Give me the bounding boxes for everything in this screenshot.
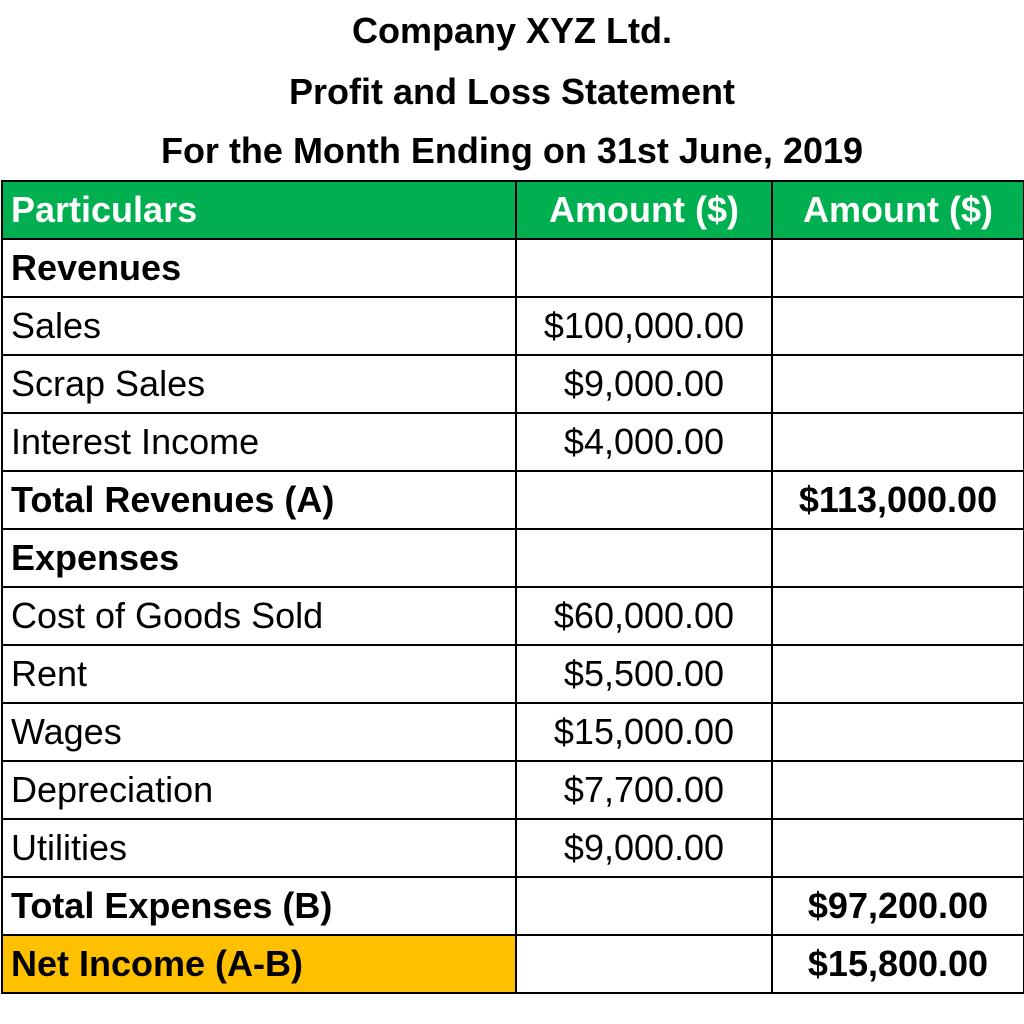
table-row: Interest Income $4,000.00 bbox=[1, 412, 1024, 472]
row-total bbox=[771, 296, 1024, 356]
table-row: Wages $15,000.00 bbox=[1, 702, 1024, 762]
row-label: Revenues bbox=[1, 238, 517, 298]
row-label: Wages bbox=[1, 702, 517, 762]
row-label: Rent bbox=[1, 644, 517, 704]
table-row: Cost of Goods Sold $60,000.00 bbox=[1, 586, 1024, 646]
row-total bbox=[771, 586, 1024, 646]
row-label: Depreciation bbox=[1, 760, 517, 820]
row-total bbox=[771, 818, 1024, 878]
header-amount-total: Amount ($) bbox=[771, 180, 1024, 240]
row-total bbox=[771, 528, 1024, 588]
row-total bbox=[771, 760, 1024, 820]
row-total bbox=[771, 238, 1024, 298]
table-row: Scrap Sales $9,000.00 bbox=[1, 354, 1024, 414]
statement-title: Profit and Loss Statement bbox=[288, 71, 736, 112]
table-row: Revenues bbox=[1, 238, 1024, 298]
header-particulars: Particulars bbox=[1, 180, 517, 240]
row-total bbox=[771, 354, 1024, 414]
row-total: $113,000.00 bbox=[771, 470, 1024, 530]
row-amount: $7,700.00 bbox=[515, 760, 773, 820]
row-label: Sales bbox=[1, 296, 517, 356]
row-amount: $9,000.00 bbox=[515, 818, 773, 878]
row-amount bbox=[515, 528, 773, 588]
table-row: Rent $5,500.00 bbox=[1, 644, 1024, 704]
row-label: Scrap Sales bbox=[1, 354, 517, 414]
table-row: Depreciation $7,700.00 bbox=[1, 760, 1024, 820]
row-total bbox=[771, 412, 1024, 472]
row-total: $97,200.00 bbox=[771, 876, 1024, 936]
row-label: Cost of Goods Sold bbox=[1, 586, 517, 646]
row-label: Expenses bbox=[1, 528, 517, 588]
profit-loss-table: Particulars Amount ($) Amount ($) Revenu… bbox=[1, 180, 1024, 994]
header-amount: Amount ($) bbox=[515, 180, 773, 240]
row-total bbox=[771, 702, 1024, 762]
row-amount bbox=[515, 470, 773, 530]
table-row: Utilities $9,000.00 bbox=[1, 818, 1024, 878]
row-amount bbox=[515, 238, 773, 298]
net-income-row: Net Income (A-B) $15,800.00 bbox=[1, 934, 1024, 994]
row-amount bbox=[515, 934, 773, 994]
row-label: Total Expenses (B) bbox=[1, 876, 517, 936]
row-amount: $15,000.00 bbox=[515, 702, 773, 762]
row-amount: $60,000.00 bbox=[515, 586, 773, 646]
company-name: Company XYZ Ltd. bbox=[351, 10, 672, 51]
row-amount bbox=[515, 876, 773, 936]
table-row: Expenses bbox=[1, 528, 1024, 588]
row-label: Net Income (A-B) bbox=[1, 934, 517, 994]
row-total bbox=[771, 644, 1024, 704]
row-total: $15,800.00 bbox=[771, 934, 1024, 994]
row-label: Total Revenues (A) bbox=[1, 470, 517, 530]
table-row: Sales $100,000.00 bbox=[1, 296, 1024, 356]
table-row: Total Expenses (B) $97,200.00 bbox=[1, 876, 1024, 936]
row-amount: $4,000.00 bbox=[515, 412, 773, 472]
row-amount: $9,000.00 bbox=[515, 354, 773, 414]
table-header-row: Particulars Amount ($) Amount ($) bbox=[1, 180, 1024, 240]
row-label: Interest Income bbox=[1, 412, 517, 472]
row-amount: $5,500.00 bbox=[515, 644, 773, 704]
row-label: Utilities bbox=[1, 818, 517, 878]
statement-period: For the Month Ending on 31st June, 2019 bbox=[160, 130, 864, 171]
row-amount: $100,000.00 bbox=[515, 296, 773, 356]
table-row: Total Revenues (A) $113,000.00 bbox=[1, 470, 1024, 530]
